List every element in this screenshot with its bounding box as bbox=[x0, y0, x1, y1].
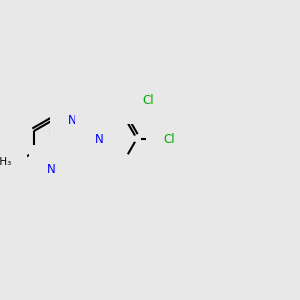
Text: N: N bbox=[68, 115, 76, 128]
Text: H: H bbox=[89, 124, 97, 134]
Text: CH₃: CH₃ bbox=[0, 158, 11, 167]
Text: N: N bbox=[47, 163, 56, 176]
Text: Cl: Cl bbox=[164, 134, 176, 146]
Text: N: N bbox=[95, 133, 104, 146]
Text: Cl: Cl bbox=[142, 94, 154, 106]
